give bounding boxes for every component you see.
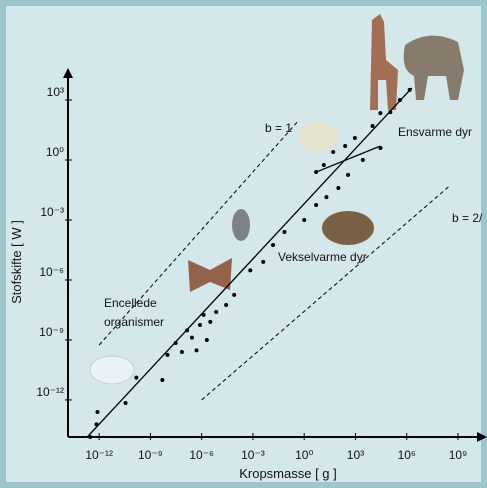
point [190, 336, 194, 340]
x-tick-label: 10⁻⁶ [189, 448, 214, 462]
x-tick-label: 10⁶ [398, 448, 416, 462]
y-tick-label: 10⁰ [46, 145, 64, 159]
point [160, 378, 164, 382]
x-tick-label: 10⁰ [295, 448, 313, 462]
background [6, 6, 481, 482]
point [331, 150, 335, 154]
point [378, 146, 382, 150]
y-tick-label: 10⁻⁶ [39, 265, 64, 279]
point [224, 303, 228, 307]
y-tick-label: 10⁻³ [40, 205, 64, 219]
point [314, 170, 318, 174]
annotation: Vekselvarme dyr [278, 250, 367, 264]
point [166, 353, 170, 357]
point [88, 435, 92, 439]
point [185, 328, 189, 332]
point [322, 163, 326, 167]
point [378, 111, 382, 115]
annotation: organismer [104, 315, 164, 329]
x-axis-label: Kropsmasse [ g ] [239, 466, 337, 481]
point [205, 338, 209, 342]
x-tick-label: 10⁻¹² [85, 448, 113, 462]
point [408, 88, 412, 92]
amoeba [90, 356, 134, 384]
point [198, 323, 202, 327]
x-tick-label: 10⁻⁹ [138, 448, 163, 462]
point [248, 268, 252, 272]
point [174, 341, 178, 345]
y-tick-label: 10⁻¹² [36, 385, 64, 399]
point [134, 376, 138, 380]
point [324, 195, 328, 199]
point [95, 422, 99, 426]
chart: Stofskifte [ W ] Kropsmasse [ g ] 10⁻¹² 1… [0, 0, 487, 488]
point [214, 310, 218, 314]
point [361, 158, 365, 162]
annotation: b = 1 [265, 121, 292, 135]
annotation: b = 2/ [452, 211, 483, 225]
y-tick-label: 10⁻⁹ [39, 325, 64, 339]
point [302, 218, 306, 222]
annotation: Encellede [104, 296, 157, 310]
annotation: Ensvarme dyr [398, 125, 472, 139]
point [202, 313, 206, 317]
point [371, 124, 375, 128]
point [195, 348, 199, 352]
x-tick-label: 10⁻³ [241, 448, 265, 462]
point [353, 136, 357, 140]
point [282, 230, 286, 234]
point [388, 110, 392, 114]
x-tick-label: 10⁹ [449, 448, 468, 462]
point [343, 144, 347, 148]
point [180, 350, 184, 354]
point [398, 98, 402, 102]
point [314, 203, 318, 207]
horse [298, 122, 338, 152]
point [232, 293, 236, 297]
y-tick-label: 10³ [47, 85, 64, 99]
x-tick-label: 10³ [347, 448, 364, 462]
point [271, 243, 275, 247]
point [336, 186, 340, 190]
point [346, 173, 350, 177]
point [208, 320, 212, 324]
point [96, 410, 100, 414]
point [124, 401, 128, 405]
fly [232, 209, 250, 241]
animals [322, 211, 374, 245]
point [261, 260, 265, 264]
y-axis-label: Stofskifte [ W ] [9, 220, 24, 304]
